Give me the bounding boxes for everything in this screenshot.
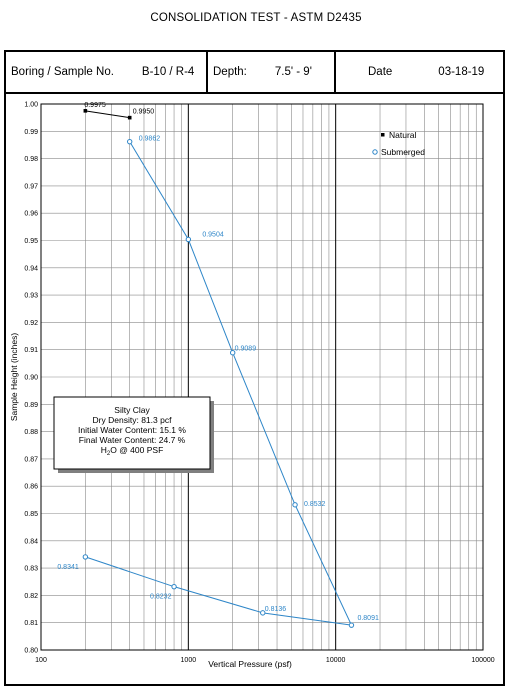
data-label: 0.8532 (304, 501, 326, 508)
y-tick-label: 0.98 (24, 156, 38, 163)
y-axis-label: Sample Height (inches) (9, 333, 19, 422)
data-label: 0.8136 (265, 606, 287, 613)
y-tick-label: 0.82 (24, 593, 38, 600)
h2o-sub: 2 (107, 451, 111, 457)
y-tick-label: 0.87 (24, 456, 38, 463)
depth-cell: Depth: 7.5' - 9' (208, 52, 336, 92)
info-line-h2o: H2O @ 400 PSF (101, 445, 164, 457)
boring-cell: Boring / Sample No. B-10 / R-4 (6, 52, 208, 92)
legend-natural-marker (381, 133, 385, 137)
data-point (348, 622, 355, 628)
y-tick-label: 1.00 (24, 102, 38, 109)
data-point (82, 554, 89, 560)
series-natural: 0.9975 0.9950 (83, 102, 155, 120)
data-label: 0.9862 (139, 136, 161, 143)
y-tick-label: 0.90 (24, 375, 38, 382)
y-axis-ticks: 0.80 0.81 0.82 0.83 0.84 0.85 0.86 0.87 0.88 0.89… (24, 102, 38, 655)
y-tick-label: 0.81 (24, 620, 38, 627)
data-point (260, 610, 266, 616)
y-tick-label: 0.92 (24, 320, 38, 327)
y-tick-label: 0.85 (24, 511, 38, 518)
legend: Natural Submerged (372, 130, 425, 157)
data-label: 0.9950 (133, 109, 155, 116)
sample-header-row: Boring / Sample No. B-10 / R-4 Depth: 7.… (4, 50, 505, 94)
legend-natural-label: Natural (389, 130, 417, 140)
y-tick-label: 0.89 (24, 402, 38, 409)
h2o-h: H (101, 445, 107, 455)
y-tick-label: 0.91 (24, 347, 38, 354)
data-point (127, 115, 132, 120)
x-axis-ticks: 100 1000 10000 100000 (35, 657, 495, 664)
x-tick-label: 10000 (326, 657, 346, 664)
legend-submerged-marker (372, 149, 378, 155)
data-label: 0.9089 (235, 346, 257, 353)
y-tick-label: 0.97 (24, 183, 38, 190)
grid-minor-lines (41, 103, 483, 651)
x-tick-label: 100 (35, 657, 47, 664)
depth-label: Depth: (213, 66, 247, 78)
series-submerged: 0.9862 0.9504 0.9089 0.8532 0.8091 0.8136 0.82… (57, 136, 379, 628)
boring-label: Boring / Sample No. (11, 66, 114, 78)
y-tick-label: 0.99 (24, 129, 38, 136)
data-label: 0.8091 (357, 615, 379, 622)
depth-value: 7.5' - 9' (274, 66, 312, 78)
x-tick-label: 1000 (181, 657, 197, 664)
x-tick-label: 100000 (471, 657, 494, 664)
chart-frame (4, 94, 505, 686)
date-cell: Date 03-18-19 (336, 52, 503, 92)
h2o-rest: O @ 400 PSF (110, 445, 163, 455)
data-point (127, 138, 133, 145)
data-point (292, 502, 298, 508)
data-point (229, 350, 236, 356)
y-tick-label: 0.83 (24, 566, 38, 573)
page-title: CONSOLIDATION TEST - ASTM D2435 (150, 12, 362, 24)
info-line-final-water: Final Water Content: 24.7 % (79, 435, 186, 445)
series-layer: 0.9975 0.9950 0.9862 0.9504 0.9089 0.8532 0.80… (57, 102, 379, 628)
info-line-soil: Silty Clay (114, 405, 150, 415)
y-tick-label: 0.94 (24, 265, 38, 272)
series-line-natural (85, 110, 130, 119)
data-point (171, 583, 177, 590)
y-tick-label: 0.88 (24, 429, 38, 436)
y-tick-label: 0.93 (24, 293, 38, 300)
boring-value: B-10 / R-4 (141, 66, 195, 78)
info-line-initial-water: Initial Water Content: 15.1 % (78, 425, 186, 435)
series-line-submerged (85, 141, 353, 626)
y-tick-label: 0.95 (24, 238, 38, 245)
data-point (83, 109, 88, 113)
date-value: 03-18-19 (438, 66, 485, 78)
y-tick-label: 0.80 (24, 648, 38, 655)
y-tick-label: 0.96 (24, 211, 38, 218)
data-label: 0.8232 (150, 594, 172, 601)
data-label: 0.9975 (84, 102, 106, 109)
data-label: 0.9504 (202, 231, 224, 238)
info-line-dry-density: Dry Density: 81.3 pcf (93, 415, 173, 425)
x-axis-label: Vertical Pressure (psf) (208, 659, 292, 669)
plot-area-border (40, 103, 484, 651)
data-point (185, 236, 192, 243)
legend-submerged-label: Submerged (381, 147, 425, 157)
y-tick-label: 0.84 (24, 538, 38, 545)
y-tick-label: 0.86 (24, 484, 38, 491)
date-label: Date (368, 66, 393, 78)
sample-info-box: Silty Clay Dry Density: 81.3 pcf Initial… (53, 396, 214, 473)
data-label: 0.8341 (57, 564, 79, 571)
